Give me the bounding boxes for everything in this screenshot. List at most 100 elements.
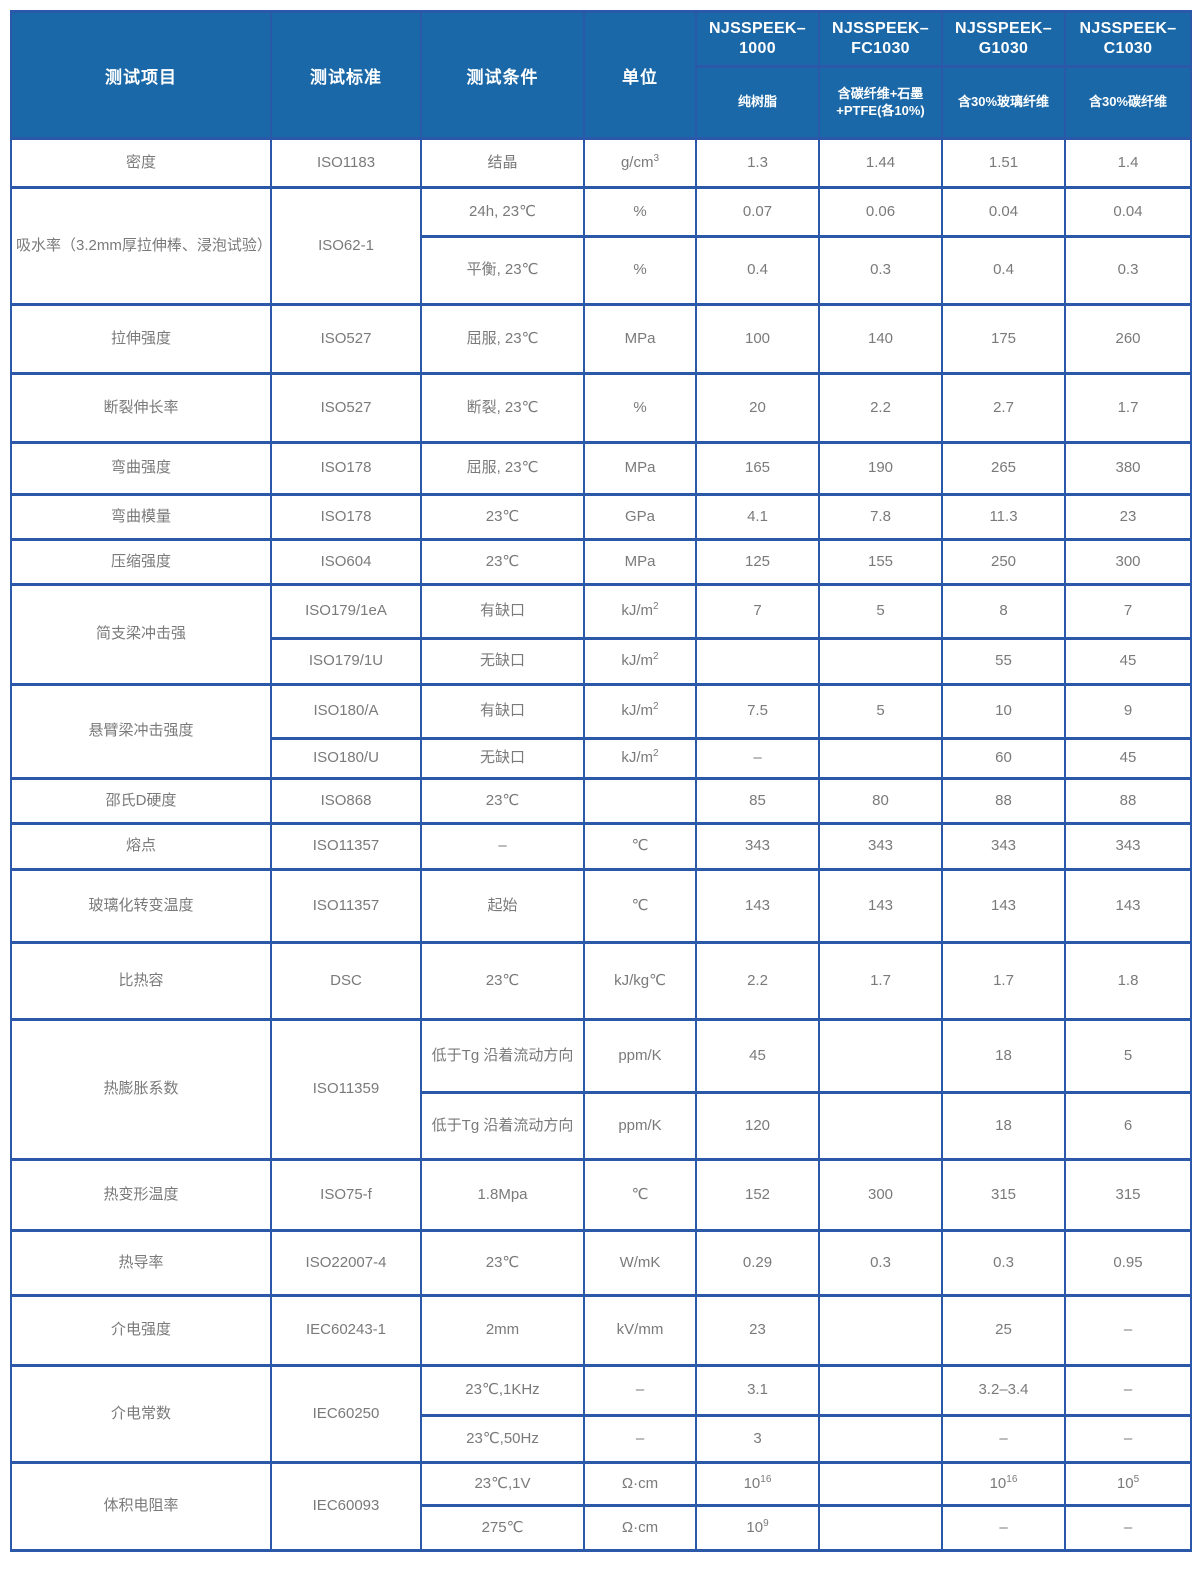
cell-value: 250 — [941, 538, 1066, 586]
table-row: ISO180/U 无缺口 kJ/m2– 60 45 — [11, 737, 1192, 780]
cell-unit: MPa — [583, 538, 697, 586]
cell-standard: ISO178 — [270, 441, 422, 496]
table-row: 介电常数 IEC60250 23℃,1KHz –3.1 3.2–3.4– — [10, 1364, 1192, 1464]
cell-condition: 23℃,1V — [420, 1461, 585, 1507]
cell-value: 1016 — [695, 1461, 820, 1507]
cell-item: 简支梁冲击强 — [10, 583, 272, 686]
cell-unit: MPa — [583, 441, 697, 496]
cell-value: 7 — [1064, 583, 1192, 640]
header-test-item: 测试项目 — [10, 10, 272, 140]
cell-value: 1.8 — [1064, 941, 1192, 1021]
header-product-njsspeek-1000: NJSSPEEK–1000 — [695, 10, 820, 68]
cell-value: 0.3 — [1064, 235, 1192, 306]
cell-value: 143 — [818, 868, 943, 944]
cell-item: 比热容 — [10, 941, 272, 1021]
cell-value: 140 — [818, 303, 943, 375]
table-body: 密度 ISO1183 结晶 g/cm3 1.3 1.44 1.51 1.4 吸水率（3.2mm厚… — [10, 137, 1192, 1552]
cell-value: 155 — [818, 538, 943, 586]
cell-condition: 2mm — [420, 1294, 585, 1367]
cell-standard: ISO11357 — [270, 868, 422, 944]
cell-unit: kJ/m2 — [583, 683, 697, 740]
cell-value: 175 — [941, 303, 1066, 375]
table-row: 低于Tg 沿着流动方向 ppm/K 120 18 6 — [11, 1091, 1192, 1161]
cell-value: 143 — [1064, 868, 1192, 944]
cell-value: 8 — [941, 583, 1066, 640]
cell-condition: 起始 — [420, 868, 585, 944]
cell-value: 109 — [695, 1504, 820, 1552]
cell-unit: MPa — [583, 303, 697, 375]
cell-value — [818, 1461, 943, 1507]
cell-value: 1.3 — [695, 137, 820, 189]
table-row: 弯曲强度 ISO178 屈服, 23℃ MPa 165 190 265 380 — [10, 441, 1192, 496]
cell-condition: 断裂, 23℃ — [420, 372, 585, 444]
cell-value: 343 — [695, 822, 820, 871]
cell-value: 0.4 — [695, 235, 820, 306]
cell-value: – — [1064, 1504, 1192, 1552]
cell-value: 7.8 — [818, 493, 943, 541]
table-row: 275℃ Ω·cm 109 – – — [11, 1504, 1192, 1552]
cell-unit: kJ/kg℃ — [583, 941, 697, 1021]
cell-value: 45 — [695, 1018, 820, 1094]
cell-unit: ppm/K — [583, 1018, 697, 1094]
cell-value: 4.1 — [695, 493, 820, 541]
table-row: 23℃,50Hz –3– – — [11, 1414, 1192, 1464]
cell-standard: ISO11357 — [270, 822, 422, 871]
cell-value: 60 — [941, 737, 1066, 780]
cell-value: 1.7 — [941, 941, 1066, 1021]
table-row: 吸水率（3.2mm厚拉伸棒、浸泡试验） ISO62-1 24h, 23℃% 0.07 0… — [10, 186, 1192, 306]
cell-value: 85 — [695, 777, 820, 825]
cell-item: 拉伸强度 — [10, 303, 272, 375]
cell-condition: 无缺口 — [420, 737, 585, 780]
cell-condition: 平衡, 23℃ — [420, 235, 585, 306]
cell-standard: ISO11359 — [270, 1018, 422, 1161]
cell-value: 2.2 — [695, 941, 820, 1021]
cell-condition: 有缺口 — [420, 683, 585, 740]
header-unit: 单位 — [583, 10, 697, 140]
cell-unit: ppm/K — [583, 1091, 697, 1161]
table-row: 比热容 DSC 23℃ kJ/kg℃ 2.2 1.7 1.7 1.8 — [10, 941, 1192, 1021]
cell-condition: 低于Tg 沿着流动方向 — [420, 1018, 585, 1094]
cell-value: 0.3 — [818, 1229, 943, 1297]
cell-standard: IEC60243-1 — [270, 1294, 422, 1367]
cell-value: 165 — [695, 441, 820, 496]
cell-standard: ISO180/U — [270, 737, 422, 780]
cell-value: 23 — [1064, 493, 1192, 541]
table-row: 简支梁冲击强 ISO179/1eA 有缺口 kJ/m2 7 5 8 7 — [10, 583, 1192, 686]
cell-unit: ℃ — [583, 822, 697, 871]
cell-value: – — [941, 1414, 1066, 1464]
cell-value: 190 — [818, 441, 943, 496]
cell-condition: 23℃ — [420, 538, 585, 586]
cell-value: 315 — [1064, 1158, 1192, 1232]
cell-standard: ISO179/1eA — [270, 583, 422, 640]
cell-value: 0.3 — [818, 235, 943, 306]
cell-value: – — [1064, 1364, 1192, 1417]
cell-unit: kJ/m2 — [583, 583, 697, 640]
cell-condition: 23℃,1KHz — [420, 1364, 585, 1417]
table-row: 熔点 ISO11357– ℃ 343 343 343 343 — [10, 822, 1192, 871]
cell-value: 380 — [1064, 441, 1192, 496]
cell-value: 0.04 — [1064, 186, 1192, 238]
cell-value: 3.1 — [695, 1364, 820, 1417]
cell-unit: Ω·cm — [583, 1504, 697, 1552]
cell-value: 7.5 — [695, 683, 820, 740]
cell-value: 0.04 — [941, 186, 1066, 238]
cell-standard: ISO527 — [270, 303, 422, 375]
table-row: 弯曲模量 ISO178 23℃ GPa 4.1 7.8 11.3 23 — [10, 493, 1192, 541]
cell-value: 10 — [941, 683, 1066, 740]
cell-value: – — [695, 737, 820, 780]
cell-value: 5 — [1064, 1018, 1192, 1094]
table-row: 玻璃化转变温度 ISO11357 起始 ℃ 143 143 143 143 — [10, 868, 1192, 944]
cell-condition: 结晶 — [420, 137, 585, 189]
cell-value — [818, 637, 943, 686]
cell-value: 11.3 — [941, 493, 1066, 541]
cell-standard: ISO1183 — [270, 137, 422, 189]
cell-value: 300 — [818, 1158, 943, 1232]
cell-value: 105 — [1064, 1461, 1192, 1507]
cell-value — [818, 1414, 943, 1464]
cell-value: 100 — [695, 303, 820, 375]
cell-value: 315 — [941, 1158, 1066, 1232]
header-row-product-descriptions: 纯树脂 含碳纤维+石墨+PTFE(各10%) 含30%玻璃纤维 含30%碳纤维 — [11, 65, 1192, 140]
cell-value: 3.2–3.4 — [941, 1364, 1066, 1417]
cell-value: 0.95 — [1064, 1229, 1192, 1297]
cell-condition: 屈服, 23℃ — [420, 441, 585, 496]
